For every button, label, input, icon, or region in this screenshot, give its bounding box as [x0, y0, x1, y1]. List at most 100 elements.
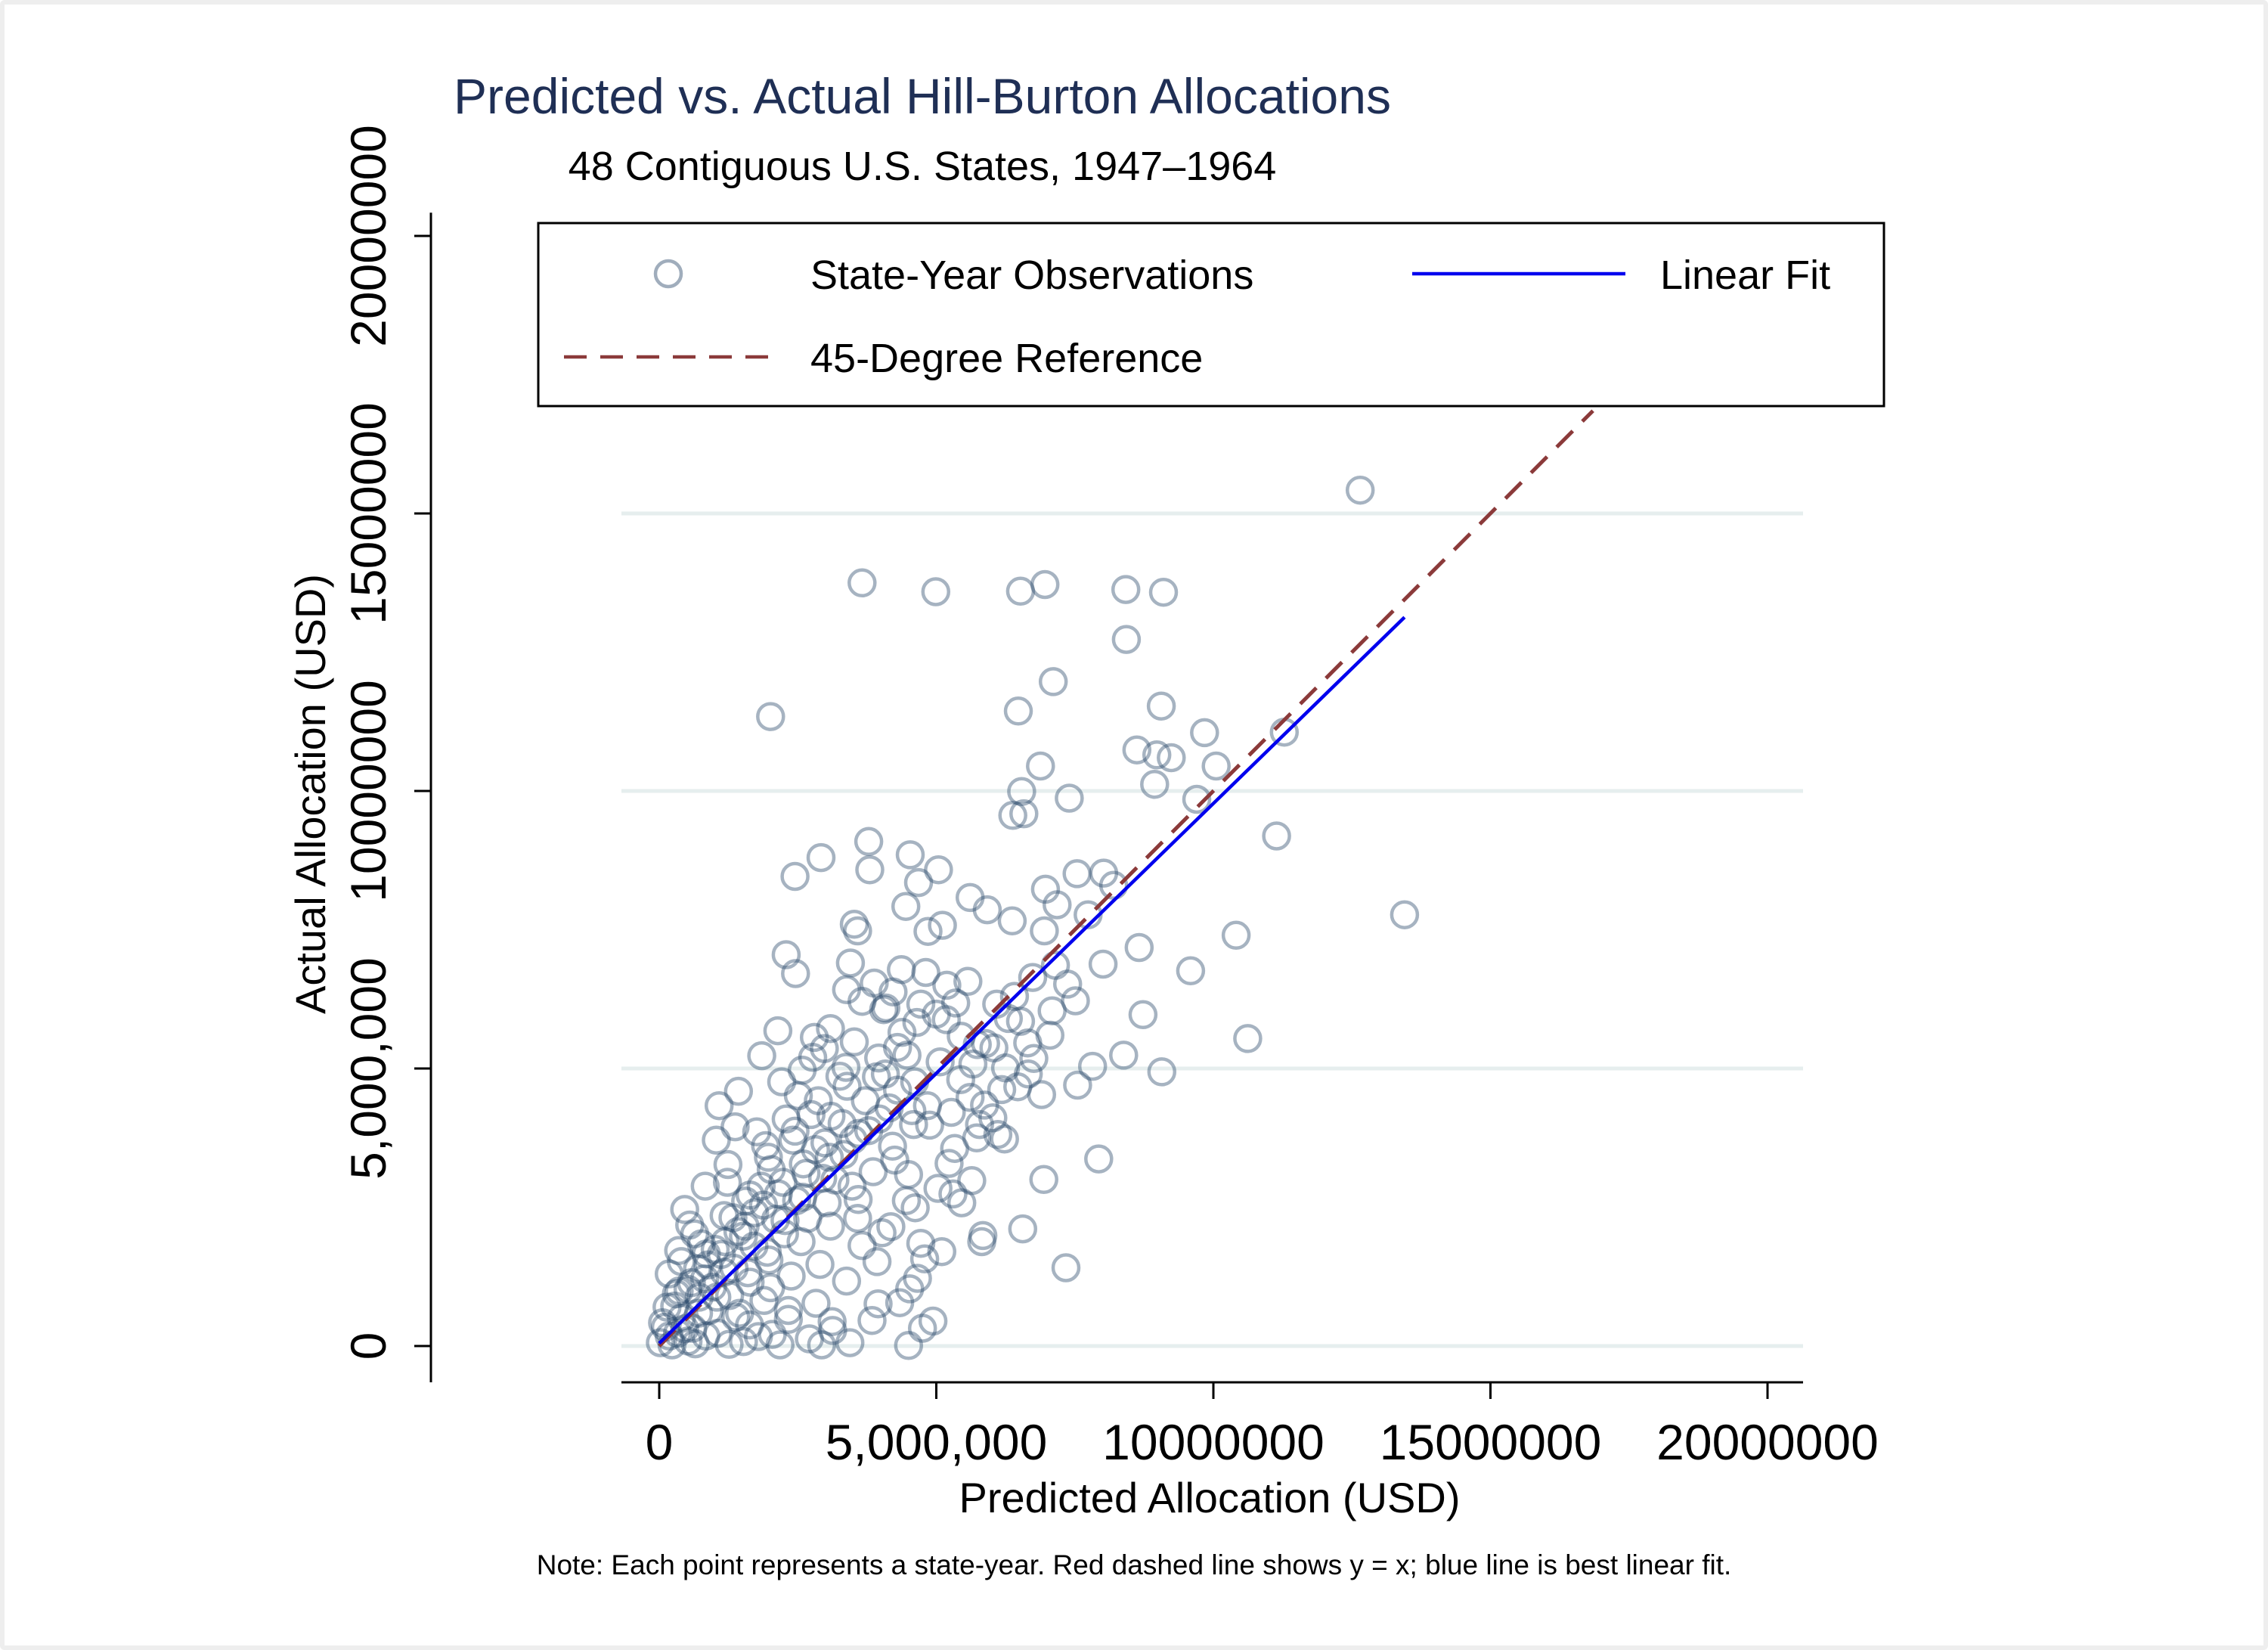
scatter-point	[827, 1109, 857, 1138]
scatter-point	[806, 842, 836, 873]
scatter-point	[756, 702, 785, 731]
scatter-point	[882, 1032, 912, 1062]
scatter-point	[1013, 1059, 1043, 1089]
scatter-point	[858, 1157, 888, 1186]
scatter-point	[965, 1109, 994, 1140]
scatter-point	[742, 1117, 772, 1146]
legend-box	[537, 222, 1885, 408]
scatter-point	[1035, 1020, 1065, 1050]
scatter-point	[747, 1041, 776, 1071]
scatter-point	[791, 1158, 821, 1188]
scatter-point	[940, 1134, 969, 1163]
scatter-point	[677, 1268, 706, 1298]
scatter-point	[1233, 1024, 1263, 1053]
scatter-point	[990, 1124, 1019, 1154]
scatter-point	[654, 1259, 684, 1289]
scatter-point	[880, 1145, 909, 1175]
scatter-point	[864, 1104, 894, 1134]
scatter-point	[1040, 951, 1070, 980]
scatter-point	[1003, 696, 1033, 726]
scatter-point	[793, 1203, 823, 1233]
scatter-point	[854, 1115, 884, 1146]
scatter-point	[839, 909, 869, 939]
linear-fit-line	[658, 616, 1406, 1345]
scatter-point	[925, 1047, 955, 1077]
scatter-point	[902, 1007, 932, 1037]
scatter-point	[763, 1016, 793, 1046]
y-tick-label-0: 0	[340, 1332, 396, 1360]
scatter-point	[771, 940, 801, 969]
chart-subtitle: 48 Contiguous U.S. States, 1947–1964	[569, 144, 1277, 189]
scatter-point	[835, 1328, 865, 1357]
scatter-point	[912, 1090, 943, 1121]
scatter-point	[1027, 1080, 1057, 1109]
y-tick-label-3: 15000000	[340, 402, 396, 625]
scatter-point	[1111, 575, 1141, 604]
scatter-point	[764, 1179, 793, 1209]
scatter-point	[847, 1230, 877, 1261]
scatter-point	[1019, 1044, 1049, 1074]
scatter-point	[1061, 986, 1090, 1016]
x-tick-label-3: 15000000	[1380, 1414, 1602, 1470]
scatter-point	[918, 1306, 948, 1336]
scatter-point	[968, 1220, 998, 1251]
axes: 0 5,000,000 10000000 15000000 20000000 0 5,000…	[340, 125, 1879, 1470]
scatter-point	[1221, 920, 1251, 951]
scatter-point	[1176, 956, 1206, 986]
scatter-point	[899, 1109, 928, 1140]
scatter-point	[714, 1280, 745, 1310]
scatter-point	[894, 1159, 924, 1189]
scatter-point	[1262, 821, 1291, 851]
scatter-point	[1084, 1144, 1114, 1174]
scatter-point	[730, 1211, 760, 1241]
scatter-point	[871, 993, 901, 1023]
scatter-point	[765, 1330, 795, 1360]
scatter-point	[843, 1184, 873, 1214]
y-axis-title: Actual Allocation (USD)	[287, 574, 334, 1014]
scatter-point	[934, 1149, 964, 1178]
scatter-point	[892, 1041, 922, 1070]
scatter-point	[1030, 916, 1059, 946]
scatter-point	[652, 1292, 682, 1322]
scatter-point	[895, 1274, 925, 1304]
scatter-point	[906, 1228, 936, 1258]
scatter-point	[903, 1264, 932, 1293]
scatter-point	[1052, 969, 1083, 999]
scatter-point	[837, 1171, 867, 1201]
scatter-point	[703, 1318, 733, 1348]
scatter-point	[863, 1289, 893, 1319]
scatter-point	[756, 1155, 786, 1184]
scatter-point	[680, 1219, 710, 1248]
scatter-point	[778, 1125, 807, 1155]
scatter-point	[835, 948, 866, 978]
scatter-point	[847, 568, 877, 598]
scatter-point	[780, 1116, 810, 1146]
scatter-point	[680, 1329, 710, 1359]
scatter-point	[820, 1165, 850, 1195]
scatter-point	[1147, 1057, 1177, 1087]
scatter-point	[955, 1082, 985, 1112]
scatter-points	[646, 475, 1420, 1360]
scatter-point	[864, 1043, 894, 1073]
scatter-point	[758, 1320, 787, 1349]
scatter-point	[801, 1134, 830, 1165]
scatter-point	[816, 1101, 846, 1131]
scatter-point	[867, 1218, 897, 1248]
scatter-point	[660, 1291, 689, 1321]
scatter-point	[683, 1298, 714, 1328]
scatter-point	[1390, 900, 1420, 929]
scatter-point	[748, 1190, 779, 1220]
y-tick-label-1: 5,000,000	[340, 957, 396, 1180]
scatter-point	[927, 1236, 957, 1267]
scatter-point	[979, 1033, 1009, 1063]
scatter-point	[720, 1112, 750, 1142]
scatter-point	[662, 1318, 692, 1348]
scatter-point	[906, 989, 936, 1019]
scatter-point	[967, 1227, 996, 1257]
scatter-point	[957, 1166, 987, 1196]
scatter-point	[847, 986, 877, 1016]
scatter-point	[978, 1103, 1008, 1133]
scatter-point	[804, 1086, 833, 1115]
scatter-point	[816, 1013, 845, 1044]
